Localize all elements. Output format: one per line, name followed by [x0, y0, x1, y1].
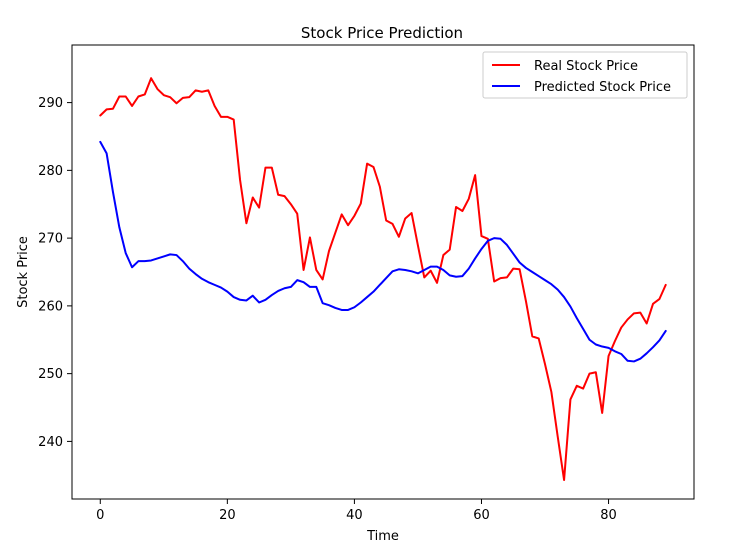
x-tick-label: 0: [96, 508, 104, 523]
x-axis-ticks: 0 20 40 60 80: [96, 499, 617, 523]
plot-frame: [71, 44, 695, 500]
x-tick-label: 40: [346, 508, 363, 523]
y-axis-ticks: 240 250 260 270 280 290: [38, 96, 72, 450]
series-line-real: [99, 77, 667, 482]
series-line-predicted: [99, 140, 667, 363]
y-tick-label: 290: [38, 96, 63, 111]
series-layer: [99, 77, 667, 482]
chart-title: Stock Price Prediction: [301, 24, 463, 42]
legend-label-real: Real Stock Price: [534, 59, 638, 74]
x-axis-label: Time: [366, 529, 399, 544]
y-tick-label: 270: [38, 232, 63, 247]
plot-area: 0 20 40 60 80 240 250 260 270 280 290 Real Stock …: [38, 44, 695, 523]
plot-background: [72, 45, 694, 499]
x-tick-label: 80: [600, 508, 617, 523]
y-tick-label: 280: [38, 164, 63, 179]
legend-box: [482, 51, 688, 99]
y-tick-label: 240: [38, 435, 63, 450]
y-tick-label: 260: [38, 299, 63, 314]
x-tick-label: 20: [219, 508, 236, 523]
legend: Real Stock Price Predicted Stock Price: [482, 51, 688, 99]
y-tick-label: 250: [38, 367, 63, 382]
y-axis-label: Stock Price: [16, 236, 31, 308]
legend-label-predicted: Predicted Stock Price: [534, 80, 671, 95]
x-tick-label: 60: [473, 508, 490, 523]
